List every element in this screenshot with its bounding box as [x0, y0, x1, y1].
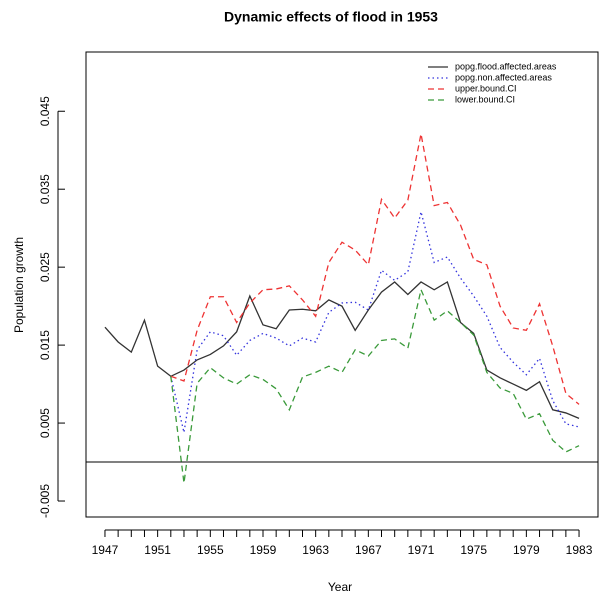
x-tick-label: 1963: [302, 543, 329, 557]
legend-label: lower.bound.CI: [455, 94, 515, 104]
x-tick-label: 1951: [144, 543, 171, 557]
series-line: [170, 211, 580, 433]
x-tick-label: 1959: [250, 543, 277, 557]
legend-label: upper.bound.CI: [455, 83, 517, 93]
y-tick-label: 0.005: [38, 408, 52, 438]
y-axis-label: Population growth: [12, 237, 26, 333]
y-tick-label: 0.045: [38, 96, 52, 126]
series-line: [104, 280, 580, 419]
x-tick-label: 1955: [197, 543, 224, 557]
y-tick-label: 0.015: [38, 330, 52, 360]
legend-label: popg.flood.affected.areas: [455, 61, 557, 71]
chart-title: Dynamic effects of flood in 1953: [224, 9, 438, 25]
x-tick-label: 1967: [355, 543, 382, 557]
y-tick-label: 0.025: [38, 252, 52, 282]
x-tick-label: 1983: [566, 543, 593, 557]
x-tick-label: 1971: [408, 543, 435, 557]
plot-frame: [85, 51, 599, 518]
x-axis-label: Year: [328, 580, 352, 594]
legend-label: popg.non.affected.areas: [455, 72, 552, 82]
x-tick-label: 1975: [460, 543, 487, 557]
x-tick-label: 1947: [92, 543, 119, 557]
y-tick-label: -0.005: [38, 484, 52, 518]
series-line: [170, 133, 580, 405]
y-tick-label: 0.035: [38, 174, 52, 204]
x-tick-label: 1979: [513, 543, 540, 557]
series-line: [170, 287, 580, 484]
